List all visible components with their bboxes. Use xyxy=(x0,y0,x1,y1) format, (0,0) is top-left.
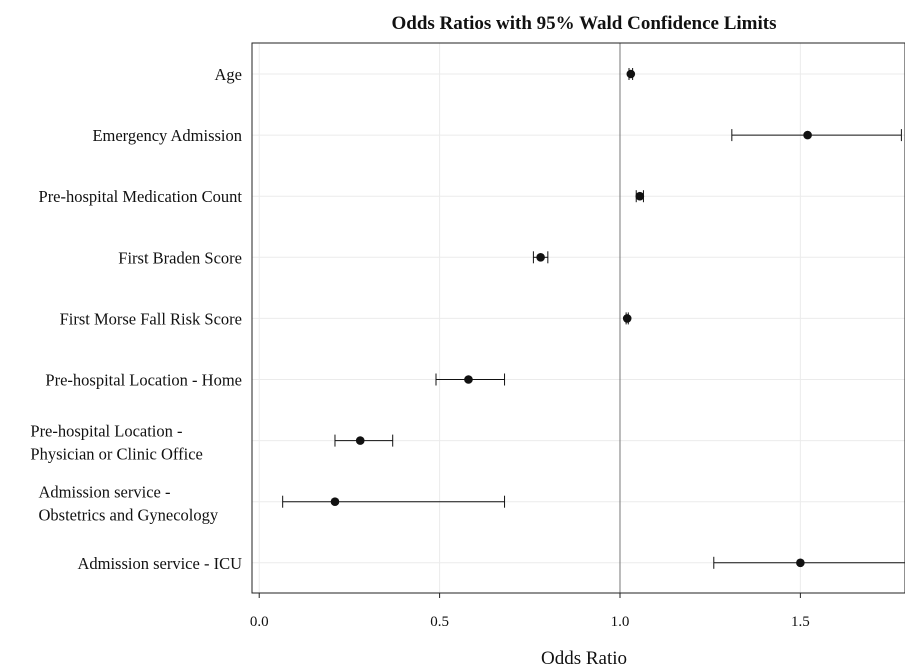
x-tick-label: 1.0 xyxy=(611,614,630,630)
odds-ratio-point xyxy=(796,558,805,568)
category-label: First Braden Score xyxy=(118,248,242,267)
odds-ratio-point xyxy=(622,314,632,323)
category-label-line: Pre-hospital Location - xyxy=(30,422,182,441)
chart-title: Odds Ratios with 95% Wald Confidence Lim… xyxy=(392,13,777,34)
odds-ratio-point xyxy=(355,436,365,445)
marks-layer xyxy=(282,68,905,569)
odds-ratio-point xyxy=(330,497,340,507)
odds-ratio-point xyxy=(635,191,645,201)
category-label-line: Obstetrics and Gynecology xyxy=(39,506,219,525)
odds-ratio-point xyxy=(536,252,545,262)
category-label: Age xyxy=(215,65,243,84)
category-label: First Morse Fall Risk Score xyxy=(60,309,242,328)
odds-ratio-point xyxy=(464,375,473,384)
category-label-line: Physician or Clinic Office xyxy=(30,445,202,464)
category-label: Admission service - Obstetrics and Gyneco… xyxy=(39,483,219,525)
odds-ratio-point xyxy=(626,69,636,79)
category-label: Pre-hospital Medication Count xyxy=(39,187,243,206)
x-axis-label: Odds Ratio xyxy=(541,648,627,666)
x-axis-ticks: 0.0 0.5 1.0 1.5 xyxy=(250,593,810,630)
category-label: Pre-hospital Location - Physician or Clin… xyxy=(30,422,202,464)
category-label-line: Admission service - xyxy=(39,483,171,502)
category-label: Admission service - ICU xyxy=(77,554,242,573)
x-tick-label: 1.5 xyxy=(791,614,810,630)
odds-ratio-point xyxy=(803,130,812,140)
category-label: Emergency Admission xyxy=(92,126,242,145)
x-tick-label: 0.5 xyxy=(430,614,449,630)
category-label: Pre-hospital Location - Home xyxy=(45,371,242,390)
category-labels: Age Emergency Admission Pre-hospital Medic… xyxy=(30,65,242,573)
x-tick-label: 0.0 xyxy=(250,614,269,630)
grid-lines xyxy=(252,43,905,593)
plot-frame xyxy=(251,42,905,594)
